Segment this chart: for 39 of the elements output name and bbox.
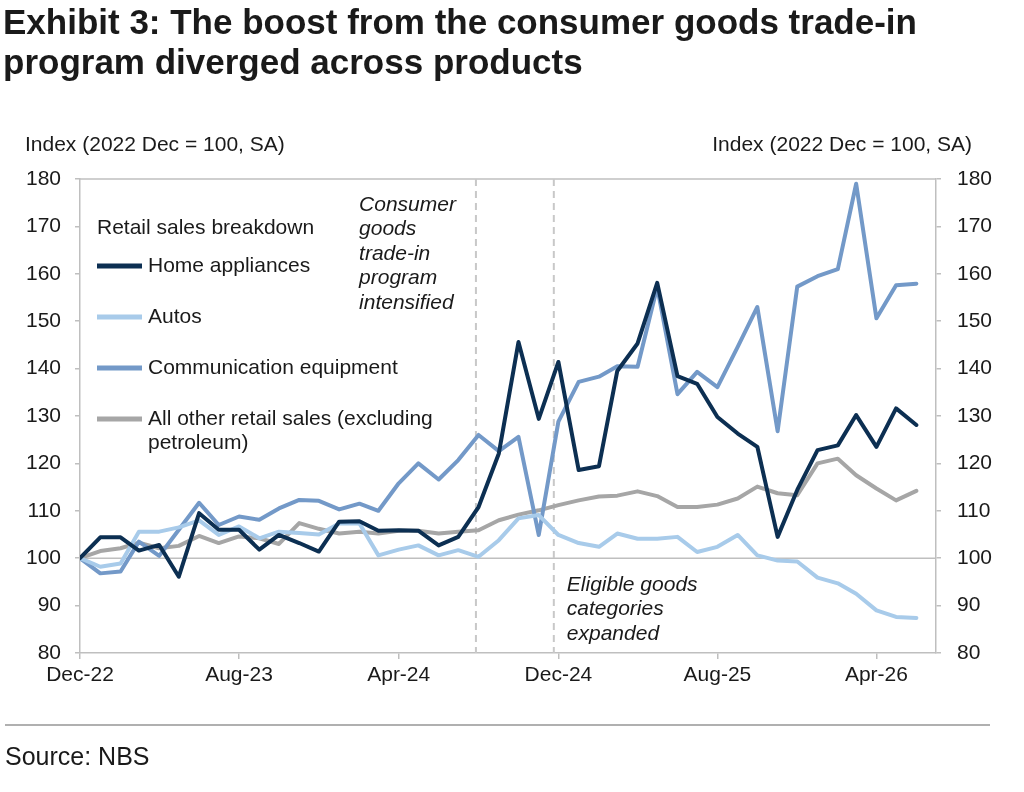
x-tick-label: Aug-23 [205, 662, 273, 686]
ref-line-label: Consumer goods trade-in program intensified [358, 191, 457, 313]
x-tick-label: Dec-24 [524, 662, 593, 686]
y2-tick-label: 160 [957, 260, 993, 284]
legend-title: Retail sales breakdown [97, 214, 315, 238]
x-tick-label: Dec-22 [46, 662, 114, 686]
y-tick-label: 80 [37, 639, 61, 663]
y-tick-label: 150 [25, 308, 61, 331]
y2-tick-label: 150 [957, 308, 993, 331]
source-note: Source: NBS [5, 741, 150, 771]
chart-title: Exhibit 3: The boost from the consumer goods trade-in program diverged across products [3, 2, 918, 82]
legend-label: Autos [148, 303, 202, 327]
y-tick-label: 120 [25, 450, 61, 474]
x-tick-label: Apr-26 [844, 662, 908, 686]
y2-axis-title: Index (2022 Dec = 100, SA) [712, 131, 972, 155]
legend-label: Home appliances [148, 252, 311, 276]
y-tick-label: 160 [25, 260, 61, 284]
y2-tick-label: 90 [957, 592, 981, 616]
legend-label: Communication equipment [148, 354, 398, 378]
y2-tick-label: 80 [957, 639, 981, 663]
y-tick-label: 90 [37, 592, 61, 616]
y-tick-label: 130 [25, 402, 61, 426]
y-tick-label: 110 [27, 497, 61, 521]
y2-tick-label: 110 [957, 497, 991, 521]
y-tick-label: 140 [25, 355, 61, 379]
ref-line-label: Eligible goods categories expanded [566, 571, 699, 644]
x-tick-label: Aug-25 [683, 662, 752, 686]
y2-tick-label: 140 [957, 355, 993, 379]
y-tick-label: 180 [25, 165, 61, 189]
y-tick-label: 100 [25, 545, 61, 568]
y2-tick-label: 120 [957, 450, 993, 474]
x-tick-label: Apr-24 [367, 662, 431, 686]
y2-tick-label: 100 [957, 545, 993, 568]
y-axis-title: Index (2022 Dec = 100, SA) [25, 131, 285, 155]
legend-label: All other retail sales (excluding petroleum) [148, 405, 433, 453]
y2-tick-label: 130 [957, 402, 993, 426]
y2-tick-label: 170 [957, 213, 993, 237]
y2-tick-label: 180 [957, 165, 993, 189]
y-tick-label: 170 [25, 213, 61, 237]
